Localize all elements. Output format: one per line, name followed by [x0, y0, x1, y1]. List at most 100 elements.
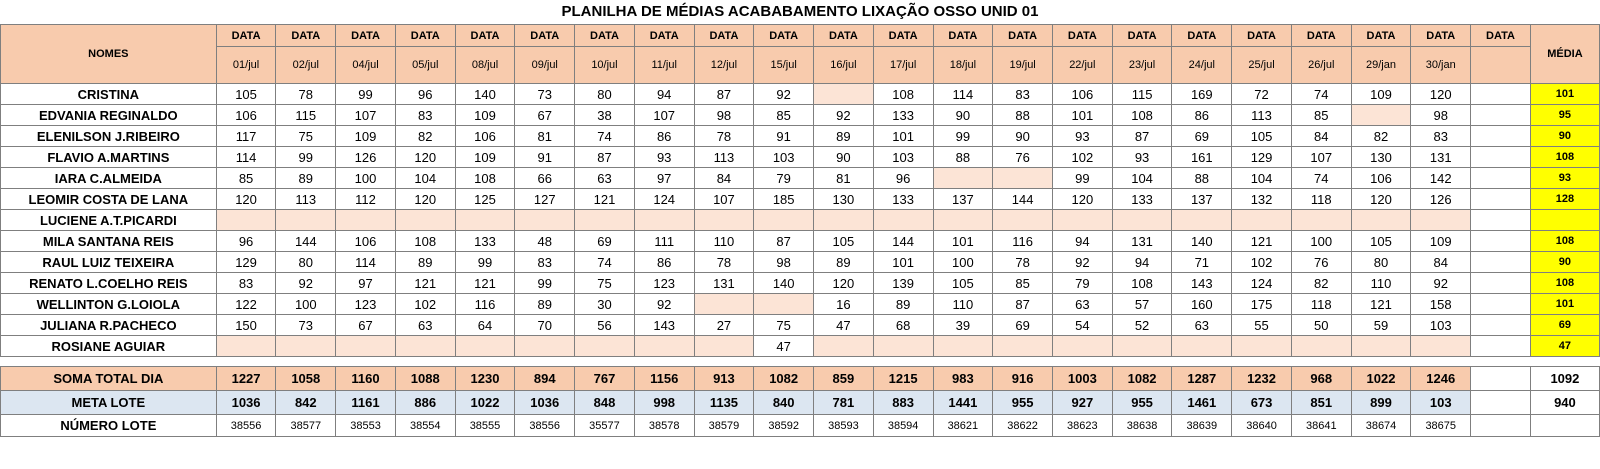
- score-cell[interactable]: 80: [1350, 251, 1412, 273]
- score-cell[interactable]: [1051, 209, 1113, 231]
- score-cell[interactable]: 99: [335, 83, 396, 105]
- score-cell[interactable]: 99: [454, 251, 516, 273]
- score-cell[interactable]: [1111, 335, 1173, 357]
- average-cell[interactable]: 128: [1529, 188, 1600, 210]
- score-cell[interactable]: 110: [932, 293, 994, 315]
- score-cell[interactable]: 125: [454, 188, 516, 210]
- batch-number-row-value[interactable]: 38556: [215, 414, 277, 437]
- score-cell[interactable]: 133: [872, 104, 934, 126]
- score-cell[interactable]: 108: [454, 167, 516, 189]
- score-cell[interactable]: 89: [813, 251, 874, 273]
- score-cell[interactable]: 81: [514, 125, 576, 147]
- employee-name-cell[interactable]: FLAVIO A.MARTINS: [0, 146, 217, 168]
- batch-number-row-value[interactable]: 38555: [454, 414, 516, 437]
- score-cell[interactable]: 103: [1410, 314, 1472, 336]
- score-cell[interactable]: 87: [753, 230, 815, 252]
- batch-number-row-value[interactable]: 38592: [753, 414, 815, 437]
- score-cell[interactable]: 84: [1410, 251, 1472, 273]
- daily-total-row-value[interactable]: 894: [514, 366, 576, 391]
- score-cell[interactable]: 108: [1111, 104, 1173, 126]
- score-cell[interactable]: 93: [1051, 125, 1113, 147]
- average-cell[interactable]: [1529, 209, 1600, 231]
- daily-total-row-value[interactable]: 1022: [1350, 366, 1412, 391]
- score-cell[interactable]: 67: [514, 104, 576, 126]
- score-cell[interactable]: [1470, 146, 1531, 168]
- score-cell[interactable]: 108: [1111, 272, 1173, 294]
- score-cell[interactable]: [1470, 335, 1531, 357]
- average-cell[interactable]: 93: [1529, 167, 1600, 189]
- batch-goal-row-value[interactable]: 1036: [514, 390, 576, 415]
- score-cell[interactable]: 92: [633, 293, 695, 315]
- score-cell[interactable]: 94: [1111, 251, 1173, 273]
- score-cell[interactable]: 109: [1410, 230, 1472, 252]
- score-cell[interactable]: 104: [394, 167, 456, 189]
- score-cell[interactable]: 106: [1350, 167, 1412, 189]
- score-cell[interactable]: 63: [394, 314, 456, 336]
- score-cell[interactable]: 78: [693, 251, 755, 273]
- batch-goal-row-total[interactable]: 940: [1529, 390, 1600, 415]
- daily-total-row-value[interactable]: 1160: [335, 366, 396, 391]
- score-cell[interactable]: 99: [932, 125, 994, 147]
- score-cell[interactable]: 91: [753, 125, 815, 147]
- batch-goal-row-value[interactable]: 103: [1410, 390, 1472, 415]
- score-cell[interactable]: 107: [335, 104, 396, 126]
- score-cell[interactable]: 105: [1350, 230, 1412, 252]
- score-cell[interactable]: 69: [574, 230, 635, 252]
- average-cell[interactable]: 108: [1529, 272, 1600, 294]
- daily-total-row-value[interactable]: 1232: [1231, 366, 1292, 391]
- score-cell[interactable]: 89: [275, 167, 337, 189]
- score-cell[interactable]: 73: [514, 83, 576, 105]
- score-cell[interactable]: 140: [753, 272, 815, 294]
- score-cell[interactable]: [1231, 335, 1292, 357]
- score-cell[interactable]: 127: [514, 188, 576, 210]
- daily-total-row-value[interactable]: 1088: [394, 366, 456, 391]
- score-cell[interactable]: [454, 209, 516, 231]
- score-cell[interactable]: [335, 335, 396, 357]
- score-cell[interactable]: [1350, 209, 1412, 231]
- average-cell[interactable]: 47: [1529, 335, 1600, 357]
- score-cell[interactable]: 150: [215, 314, 277, 336]
- score-cell[interactable]: 75: [275, 125, 337, 147]
- daily-total-row-total[interactable]: 1092: [1529, 366, 1600, 391]
- score-cell[interactable]: 85: [992, 272, 1053, 294]
- score-cell[interactable]: 126: [1410, 188, 1472, 210]
- score-cell[interactable]: 54: [1051, 314, 1113, 336]
- batch-number-row-value[interactable]: 38621: [932, 414, 994, 437]
- score-cell[interactable]: 142: [1410, 167, 1472, 189]
- batch-goal-row-value[interactable]: 1461: [1171, 390, 1233, 415]
- score-cell[interactable]: [753, 293, 815, 315]
- score-cell[interactable]: 111: [633, 230, 695, 252]
- score-cell[interactable]: [1470, 188, 1531, 210]
- average-cell[interactable]: 90: [1529, 125, 1600, 147]
- batch-number-row-value[interactable]: 38579: [693, 414, 755, 437]
- score-cell[interactable]: 92: [1410, 272, 1472, 294]
- score-cell[interactable]: 143: [1171, 272, 1233, 294]
- score-cell[interactable]: 160: [1171, 293, 1233, 315]
- batch-goal-row-value[interactable]: 1441: [932, 390, 994, 415]
- score-cell[interactable]: 84: [693, 167, 755, 189]
- score-cell[interactable]: 144: [992, 188, 1053, 210]
- score-cell[interactable]: 121: [394, 272, 456, 294]
- score-cell[interactable]: 92: [813, 104, 874, 126]
- score-cell[interactable]: 80: [574, 83, 635, 105]
- batch-goal-row-value[interactable]: 927: [1051, 390, 1113, 415]
- batch-goal-row-value[interactable]: 1135: [693, 390, 755, 415]
- batch-goal-row-value[interactable]: 955: [1111, 390, 1173, 415]
- score-cell[interactable]: [1350, 335, 1412, 357]
- daily-total-row-value[interactable]: 1058: [275, 366, 337, 391]
- score-cell[interactable]: 121: [454, 272, 516, 294]
- score-cell[interactable]: [992, 335, 1053, 357]
- employee-name-cell[interactable]: ROSIANE AGUIAR: [0, 335, 217, 357]
- score-cell[interactable]: 116: [992, 230, 1053, 252]
- score-cell[interactable]: 98: [693, 104, 755, 126]
- score-cell[interactable]: 158: [1410, 293, 1472, 315]
- daily-total-row-value[interactable]: 1287: [1171, 366, 1233, 391]
- score-cell[interactable]: 116: [454, 293, 516, 315]
- batch-goal-row-value[interactable]: 842: [275, 390, 337, 415]
- batch-goal-row-value[interactable]: 1022: [454, 390, 516, 415]
- score-cell[interactable]: 124: [633, 188, 695, 210]
- score-cell[interactable]: 68: [872, 314, 934, 336]
- score-cell[interactable]: 120: [1350, 188, 1412, 210]
- score-cell[interactable]: 79: [753, 167, 815, 189]
- score-cell[interactable]: 98: [753, 251, 815, 273]
